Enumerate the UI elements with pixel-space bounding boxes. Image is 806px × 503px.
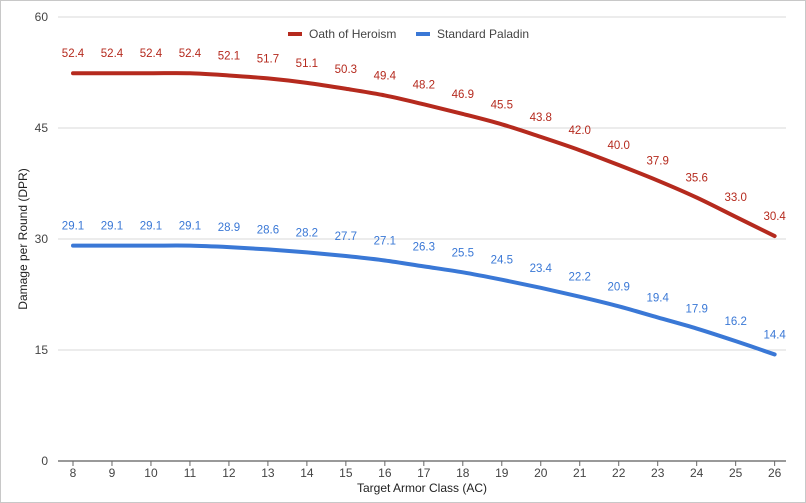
data-label-standard-paladin: 29.1 [62, 221, 84, 233]
data-label-standard-paladin: 19.4 [647, 292, 670, 304]
series-line-oath-of-heroism [71, 71, 777, 239]
data-label-oath-of-heroism: 42.0 [569, 125, 591, 137]
data-label-oath-of-heroism: 52.4 [179, 48, 202, 60]
x-tick-label: 20 [534, 466, 548, 480]
data-label-standard-paladin: 27.1 [374, 235, 396, 247]
data-label-standard-paladin: 14.4 [763, 329, 786, 341]
data-label-standard-paladin: 25.5 [452, 247, 474, 259]
legend-label-standard-paladin: Standard Paladin [437, 27, 529, 41]
x-tick-label: 10 [144, 466, 158, 480]
x-tick-label: 19 [495, 466, 509, 480]
x-tick-label: 23 [651, 466, 665, 480]
y-axis-title: Damage per Round (DPR) [16, 168, 30, 309]
data-label-oath-of-heroism: 52.4 [140, 48, 163, 60]
data-label-oath-of-heroism: 49.4 [374, 70, 397, 82]
data-label-standard-paladin: 17.9 [685, 304, 707, 316]
data-label-oath-of-heroism: 51.1 [296, 58, 318, 70]
legend: Oath of Heroism Standard Paladin [288, 27, 529, 41]
x-tick-label: 12 [222, 466, 236, 480]
data-label-standard-paladin: 24.5 [491, 255, 513, 267]
data-label-standard-paladin: 22.2 [569, 272, 591, 284]
x-tick-label: 8 [70, 466, 77, 480]
data-label-standard-paladin: 29.1 [101, 221, 123, 233]
x-tick-label: 15 [339, 466, 353, 480]
gridlines [58, 16, 786, 351]
data-label-oath-of-heroism: 45.5 [491, 99, 513, 111]
y-tick-label: 60 [35, 10, 49, 24]
data-label-standard-paladin: 20.9 [608, 281, 630, 293]
data-label-oath-of-heroism: 30.4 [763, 211, 786, 223]
series-lines [71, 71, 777, 357]
data-label-standard-paladin: 16.2 [724, 316, 746, 328]
x-tick-label: 21 [573, 466, 587, 480]
data-label-oath-of-heroism: 52.4 [62, 48, 85, 60]
data-label-oath-of-heroism: 37.9 [647, 156, 669, 168]
data-label-oath-of-heroism: 43.8 [530, 112, 552, 124]
data-label-standard-paladin: 23.4 [530, 263, 553, 275]
data-label-standard-paladin: 28.2 [296, 227, 318, 239]
series-line-standard-paladin [71, 243, 777, 357]
data-labels: 52.4 52.4 52.4 52.4 52.1 51.7 51.1 50.3 49.4 48.2… [62, 48, 787, 341]
y-tick-label: 15 [35, 343, 49, 357]
x-tick-label: 16 [378, 466, 392, 480]
data-label-standard-paladin: 27.7 [335, 231, 357, 243]
data-label-standard-paladin: 28.6 [257, 224, 279, 236]
y-tick-label: 30 [35, 232, 49, 246]
x-tick-label: 18 [456, 466, 470, 480]
data-label-standard-paladin: 29.1 [140, 221, 162, 233]
data-label-oath-of-heroism: 51.7 [257, 53, 279, 65]
legend-label-oath-of-heroism: Oath of Heroism [309, 27, 396, 41]
data-label-oath-of-heroism: 35.6 [685, 173, 707, 185]
x-tick-label: 13 [261, 466, 275, 480]
x-tick-label: 17 [417, 466, 431, 480]
data-label-oath-of-heroism: 46.9 [452, 89, 474, 101]
y-tick-label: 0 [41, 454, 48, 468]
data-label-oath-of-heroism: 52.1 [218, 50, 240, 62]
x-tick-label: 25 [729, 466, 743, 480]
data-label-standard-paladin: 26.3 [413, 241, 435, 253]
y-tick-label: 45 [35, 121, 49, 135]
x-tick-label: 22 [612, 466, 626, 480]
data-label-standard-paladin: 29.1 [179, 221, 201, 233]
data-label-oath-of-heroism: 33.0 [724, 192, 746, 204]
data-label-oath-of-heroism: 52.4 [101, 48, 124, 60]
data-label-oath-of-heroism: 50.3 [335, 64, 357, 76]
data-label-oath-of-heroism: 48.2 [413, 79, 435, 91]
axes: 0 15 30 45 60 8 9 10 11 12 13 14 15 16 17 18 19 20 21 22 23 2… [35, 10, 786, 480]
x-tick-label: 11 [184, 466, 197, 480]
x-tick-label: 14 [300, 466, 314, 480]
x-tick-label: 9 [109, 466, 116, 480]
data-label-oath-of-heroism: 40.0 [608, 140, 630, 152]
x-tick-label: 24 [690, 466, 704, 480]
x-tick-label: 26 [768, 466, 782, 480]
data-label-standard-paladin: 28.9 [218, 222, 240, 234]
x-axis-title: Target Armor Class (AC) [357, 481, 487, 495]
